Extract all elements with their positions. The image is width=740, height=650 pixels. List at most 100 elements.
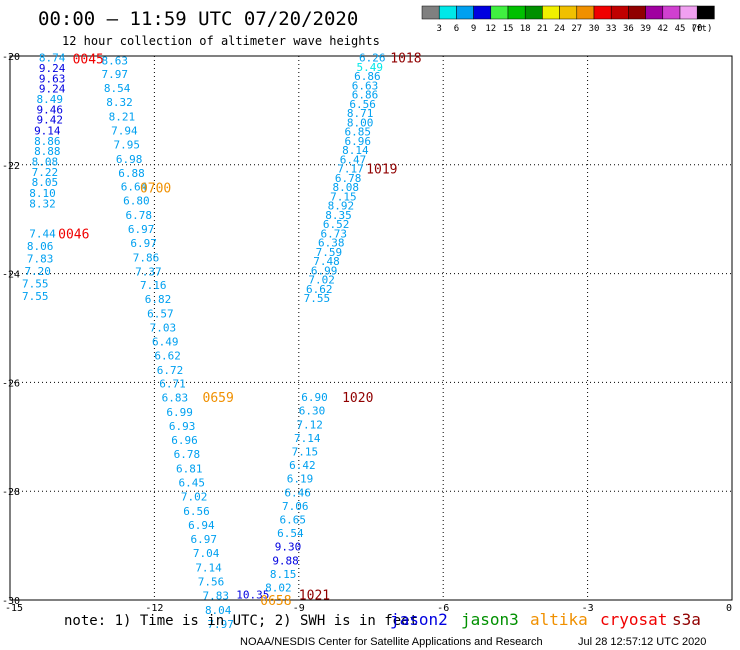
wave-height-value: 8.86 bbox=[34, 135, 61, 148]
wave-height-value: 9.42 bbox=[36, 114, 63, 127]
wave-height-value: 8.02 bbox=[265, 581, 292, 594]
wave-height-value: 8.71 bbox=[347, 107, 374, 120]
wave-height-value: 7.86 bbox=[133, 251, 160, 264]
plot-frame bbox=[9, 55, 733, 601]
wave-height-value: 8.06 bbox=[27, 240, 53, 253]
wave-height-value: 6.42 bbox=[289, 459, 316, 472]
wave-height-value: 8.14 bbox=[342, 144, 369, 157]
color-scale-label: 21 bbox=[537, 24, 548, 34]
wave-height-value: 7.17 bbox=[337, 163, 364, 176]
wave-height-value: 8.74 bbox=[39, 52, 66, 65]
wave-height-value: 10.35 bbox=[236, 589, 269, 602]
y-tick-label: -24 bbox=[2, 270, 20, 281]
wave-height-value: 8.10 bbox=[29, 187, 56, 200]
wave-height-value: 7.02 bbox=[181, 491, 208, 504]
series-pass-1019: 7.176.788.087.158.928.356.526.736.387.59… bbox=[304, 163, 398, 305]
wave-height-value: 9.24 bbox=[39, 83, 66, 96]
wave-height-value: 6.19 bbox=[287, 473, 314, 486]
wave-height-value: 7.48 bbox=[313, 255, 340, 268]
wave-height-value: 6.38 bbox=[318, 237, 345, 250]
color-scale-swatch bbox=[679, 5, 698, 20]
wave-height-value: 9.14 bbox=[34, 125, 61, 138]
pass-time-label: 0700 bbox=[140, 182, 171, 197]
wave-height-value: 7.02 bbox=[308, 274, 335, 287]
wave-height-value: 6.98 bbox=[116, 153, 143, 166]
color-scale-label: 33 bbox=[606, 24, 617, 34]
wave-height-value: 8.05 bbox=[32, 176, 59, 189]
wave-height-value: 9.24 bbox=[39, 62, 66, 75]
series-pass-0045: 8.749.249.639.248.499.469.429.148.868.88… bbox=[29, 52, 104, 211]
wave-height-value: 7.83 bbox=[27, 252, 53, 265]
color-scale-label: 24 bbox=[554, 24, 565, 34]
wave-height-value: 7.16 bbox=[140, 279, 167, 292]
color-scale-label: 45 bbox=[675, 24, 686, 34]
wave-height-value: 7.94 bbox=[111, 125, 138, 138]
wave-height-value: 6.26 bbox=[359, 52, 386, 65]
satellite-label-jason2: jason2 bbox=[390, 610, 448, 629]
color-scale-swatch bbox=[662, 5, 681, 20]
wave-height-value: 7.55 bbox=[304, 292, 331, 305]
x-tick-label: -9 bbox=[293, 603, 305, 614]
wave-height-value: 6.63 bbox=[352, 79, 379, 92]
wave-height-value: 6.81 bbox=[176, 462, 203, 475]
color-scale-label: 39 bbox=[640, 24, 651, 34]
color-scale-label: 30 bbox=[589, 24, 600, 34]
y-tick-label: -22 bbox=[2, 161, 20, 172]
wave-height-value: 6.56 bbox=[183, 505, 210, 518]
wave-height-value: 9.88 bbox=[272, 554, 299, 567]
color-scale-label: 6 bbox=[454, 24, 459, 34]
color-scale-label: 9 bbox=[471, 24, 476, 34]
series-pass-0700: 8.637.978.548.328.21 7.947.956.986.886.64… bbox=[101, 54, 178, 348]
wave-height-value: 7.95 bbox=[113, 139, 140, 152]
wave-height-value: 8.04 bbox=[205, 604, 232, 617]
chart-subtitle: 12 hour collection of altimeter wave hei… bbox=[62, 34, 380, 48]
series-pass-1021: 1021 bbox=[299, 589, 330, 604]
wave-height-value: 6.80 bbox=[123, 195, 150, 208]
wave-height-value: 7.12 bbox=[296, 418, 323, 431]
color-scale-swatch bbox=[507, 5, 526, 20]
wave-height-value: 6.78 bbox=[335, 172, 362, 185]
color-scale-swatch bbox=[456, 5, 474, 20]
color-scale-swatch bbox=[438, 5, 457, 20]
wave-height-value: 8.49 bbox=[36, 93, 63, 106]
color-scale-legend: 3 6 9 12 15 18 21 24 27 30 33 36 39 42 45 70(ft) bbox=[421, 5, 715, 34]
color-scale-swatch bbox=[473, 5, 492, 20]
pass-time-label: 0046 bbox=[58, 227, 89, 242]
wave-height-value: 7.97 bbox=[207, 618, 234, 631]
color-scale-swatch bbox=[524, 5, 543, 20]
x-tick-label: -3 bbox=[582, 603, 594, 614]
wave-height-value: 7.06 bbox=[282, 500, 309, 513]
color-scale-label: 27 bbox=[571, 24, 582, 34]
wave-height-value: 7.22 bbox=[32, 166, 59, 179]
color-scale-swatch bbox=[610, 5, 629, 20]
wave-height-value: 6.30 bbox=[299, 405, 326, 418]
wave-height-value: 6.46 bbox=[284, 486, 311, 499]
wave-height-value: 6.52 bbox=[323, 218, 350, 231]
wave-height-value: 6.90 bbox=[301, 391, 328, 404]
wave-height-value: 6.97 bbox=[191, 533, 218, 546]
color-scale-label: 36 bbox=[623, 24, 634, 34]
color-scale-swatch bbox=[559, 5, 578, 20]
series-pass-0659: 6.626.726.71 6.836.996.936.966.786.816.45… bbox=[154, 350, 233, 631]
wave-height-value: 7.14 bbox=[294, 432, 321, 445]
plot-area: -15 -12 -9 -6 -3 0-20-22-24-26-28-308.749.249… bbox=[2, 52, 733, 631]
wave-height-value: 7.37 bbox=[135, 265, 162, 278]
color-scale-swatch bbox=[628, 5, 646, 20]
wave-height-value: 5.49 bbox=[357, 61, 384, 74]
x-tick-label: -15 bbox=[5, 603, 23, 614]
wave-height-value: 6.86 bbox=[352, 89, 379, 102]
wave-height-value: 8.08 bbox=[332, 181, 359, 194]
wave-height-value: 6.97 bbox=[130, 237, 157, 250]
color-scale-label: 70 bbox=[692, 24, 703, 34]
color-scale-unit: (ft) bbox=[691, 24, 713, 34]
wave-height-value: 6.65 bbox=[280, 513, 307, 526]
color-scale-label: 3 bbox=[436, 24, 441, 34]
wave-height-value: 6.45 bbox=[178, 476, 205, 489]
wave-height-value: 6.73 bbox=[320, 227, 347, 240]
wave-height-value: 6.88 bbox=[118, 167, 145, 180]
wave-height-value: 6.93 bbox=[169, 420, 196, 433]
satellite-legend: jason2 jason3 altika cryosat s3a bbox=[390, 610, 701, 629]
pass-time-label: 1020 bbox=[342, 391, 373, 406]
wave-height-value: 7.04 bbox=[193, 547, 220, 560]
